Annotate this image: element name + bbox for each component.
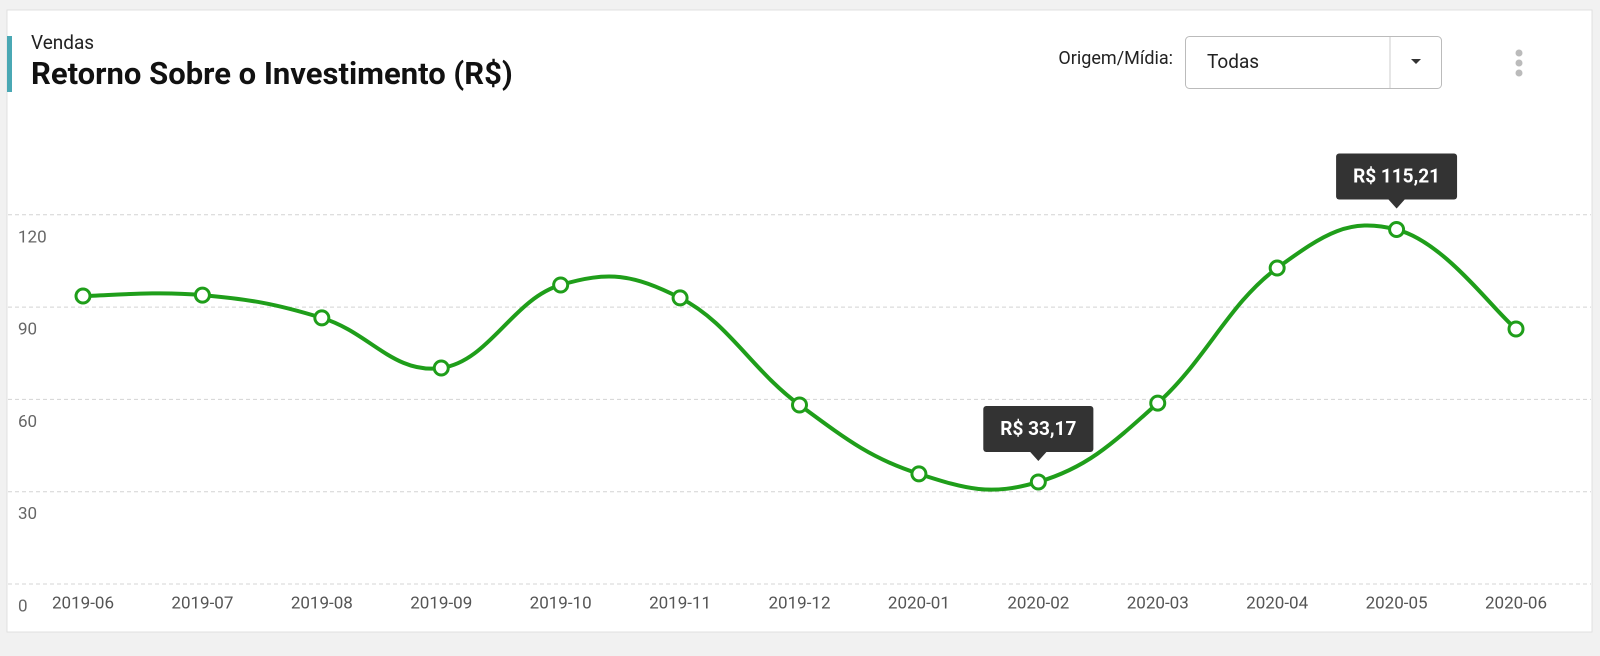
section-label: Vendas [31, 31, 94, 54]
accent-bar [7, 36, 12, 92]
data-point [910, 465, 928, 483]
data-point [1507, 320, 1525, 338]
data-point [552, 276, 570, 294]
more-menu[interactable] [1515, 49, 1523, 77]
y-tick-label: 0 [18, 596, 28, 616]
tooltip-box [983, 405, 1094, 452]
y-tick-label: 120 [18, 227, 47, 247]
menu-dot[interactable] [1515, 49, 1523, 57]
filter-label: Origem/Mídia: [1058, 48, 1173, 69]
data-point [1388, 221, 1406, 239]
x-tick-label: 2019-11 [649, 593, 711, 613]
x-tick-label: 2019-10 [530, 593, 592, 613]
x-tick-label: 2020-04 [1246, 593, 1308, 613]
data-point [313, 309, 331, 327]
x-tick-label: 2020-06 [1485, 593, 1547, 613]
menu-dot[interactable] [1515, 59, 1523, 67]
tooltip-box [1336, 153, 1458, 200]
dropdown-caret[interactable] [1411, 59, 1421, 64]
x-tick-label: 2020-02 [1007, 593, 1069, 613]
tooltip-label: R$ 33,17 [1000, 417, 1076, 440]
x-tick-label: 2019-06 [52, 593, 114, 613]
filter-dropdown[interactable]: Todas [1185, 36, 1442, 89]
data-point [1149, 394, 1167, 412]
y-tick-label: 30 [18, 504, 37, 524]
y-tick-label: 90 [18, 320, 37, 340]
x-tick-label: 2020-03 [1127, 593, 1189, 613]
dropdown-value[interactable]: Todas [1207, 50, 1259, 73]
tooltip: R$ 115,21 [1336, 153, 1458, 209]
x-tick-label: 2019-12 [768, 593, 830, 613]
x-tick-label: 2019-07 [171, 593, 233, 613]
data-point [74, 287, 92, 305]
tooltip-pointer [1029, 450, 1048, 461]
data-point [432, 359, 450, 377]
tooltip-pointer [1387, 198, 1406, 209]
tooltip: R$ 33,17 [983, 405, 1094, 461]
data-point [671, 289, 689, 307]
data-point [1029, 473, 1047, 491]
y-tick-label: 60 [18, 412, 37, 432]
x-tick-label: 2020-05 [1366, 593, 1428, 613]
tooltip-label: R$ 115,21 [1353, 165, 1440, 188]
menu-dot[interactable] [1515, 69, 1523, 77]
chart-title: Retorno Sobre o Investimento (R$) [31, 55, 513, 92]
x-tick-label: 2019-08 [291, 593, 353, 613]
x-tick-label: 2019-09 [410, 593, 472, 613]
data-point [1268, 259, 1286, 277]
x-tick-label: 2020-01 [888, 593, 950, 613]
data-point [791, 396, 808, 414]
data-point [193, 286, 211, 304]
dropdown-box[interactable] [1185, 36, 1442, 89]
card [6, 9, 1593, 633]
